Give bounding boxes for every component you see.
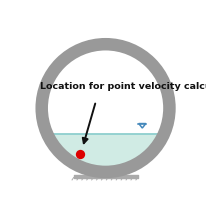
Point: [78, 153, 82, 156]
Polygon shape: [47, 134, 164, 172]
Text: Location for point velocity calculation: Location for point velocity calculation: [40, 82, 206, 91]
